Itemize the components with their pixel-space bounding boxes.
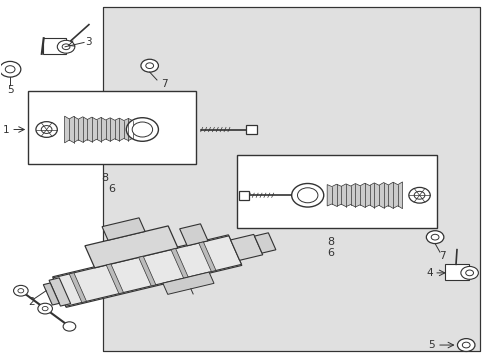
- Text: 6: 6: [108, 184, 115, 194]
- Bar: [445, 264, 468, 280]
- Circle shape: [461, 342, 469, 348]
- Text: 7: 7: [438, 251, 445, 261]
- Polygon shape: [49, 278, 70, 306]
- Polygon shape: [230, 234, 262, 260]
- Circle shape: [36, 122, 57, 138]
- Circle shape: [42, 306, 48, 311]
- Circle shape: [0, 62, 21, 77]
- Polygon shape: [53, 236, 241, 306]
- Text: 8: 8: [326, 237, 334, 247]
- Polygon shape: [53, 235, 242, 307]
- Text: 2: 2: [28, 297, 35, 307]
- Polygon shape: [102, 218, 145, 240]
- Circle shape: [41, 126, 52, 134]
- Text: 1: 1: [3, 125, 10, 135]
- Bar: [103, 7, 479, 351]
- Circle shape: [426, 231, 443, 244]
- Bar: [238, 191, 249, 199]
- Polygon shape: [106, 264, 123, 294]
- Circle shape: [413, 192, 424, 199]
- Circle shape: [291, 184, 323, 207]
- Circle shape: [457, 339, 474, 351]
- Text: 5: 5: [427, 340, 434, 350]
- Circle shape: [408, 188, 429, 203]
- Polygon shape: [103, 7, 479, 351]
- Circle shape: [18, 289, 24, 293]
- Circle shape: [126, 118, 158, 141]
- Polygon shape: [254, 233, 275, 253]
- Circle shape: [145, 63, 153, 68]
- Bar: [42, 38, 66, 54]
- Polygon shape: [139, 256, 156, 286]
- Polygon shape: [43, 283, 59, 305]
- Polygon shape: [326, 182, 402, 209]
- Circle shape: [460, 266, 477, 279]
- Circle shape: [5, 66, 15, 73]
- Polygon shape: [179, 224, 207, 246]
- Circle shape: [38, 303, 52, 314]
- Bar: [237, 155, 436, 228]
- Circle shape: [132, 122, 152, 137]
- Text: 6: 6: [327, 248, 334, 258]
- Text: 3: 3: [85, 37, 92, 47]
- Polygon shape: [171, 248, 188, 278]
- Bar: [245, 125, 256, 134]
- Circle shape: [297, 188, 317, 203]
- Circle shape: [141, 59, 158, 72]
- Text: 7: 7: [161, 79, 167, 89]
- Circle shape: [430, 234, 438, 240]
- Polygon shape: [64, 116, 137, 143]
- Polygon shape: [163, 272, 214, 294]
- Polygon shape: [198, 242, 216, 271]
- Circle shape: [57, 40, 75, 53]
- Text: 4: 4: [425, 268, 432, 278]
- Circle shape: [62, 44, 70, 50]
- Polygon shape: [85, 226, 178, 268]
- Circle shape: [465, 270, 472, 276]
- Circle shape: [63, 322, 76, 331]
- Text: 5: 5: [7, 85, 14, 95]
- Bar: [28, 91, 196, 164]
- Circle shape: [14, 285, 28, 296]
- Circle shape: [39, 304, 51, 313]
- Polygon shape: [69, 273, 86, 302]
- Text: 8: 8: [102, 173, 109, 183]
